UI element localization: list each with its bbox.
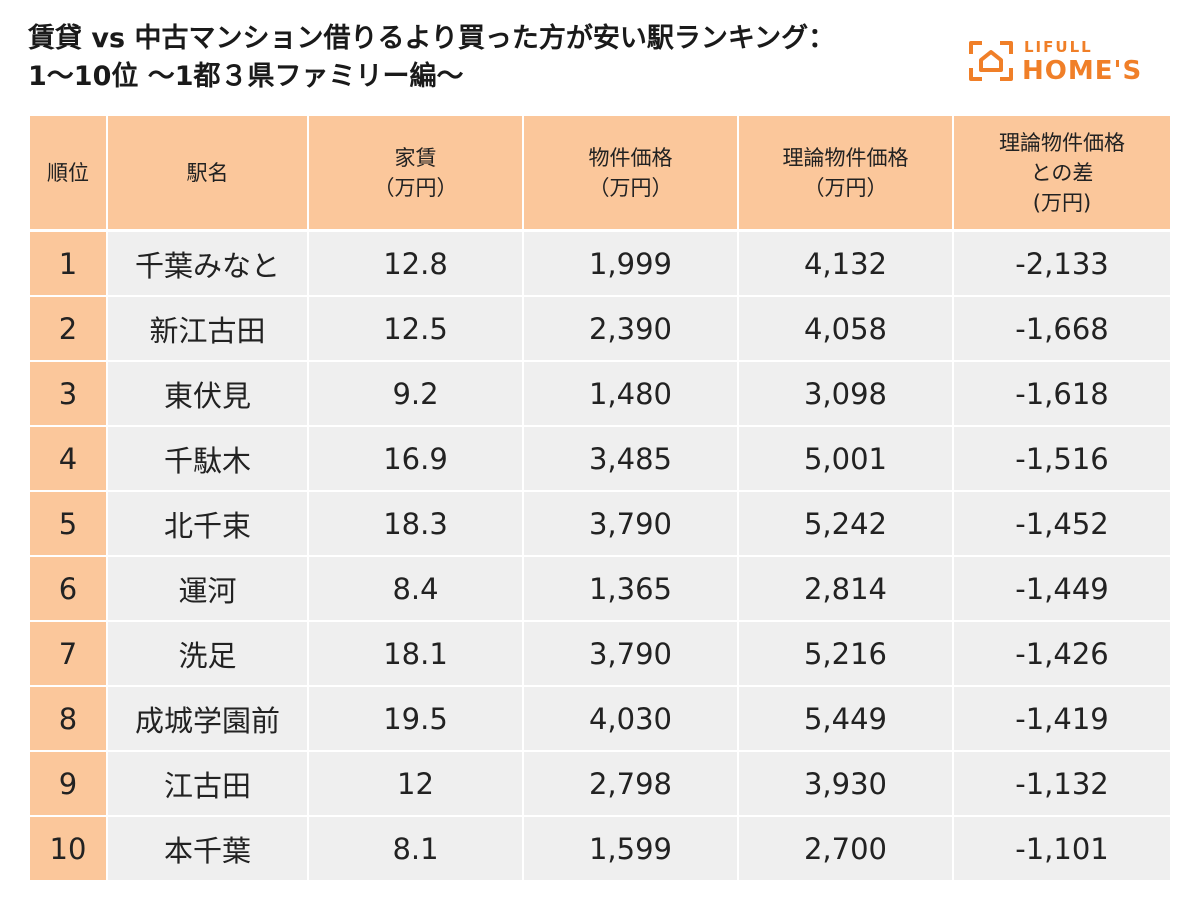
cell-rank: 7 — [30, 620, 108, 685]
cell-difference: -2,133 — [954, 229, 1170, 295]
cell-difference: -1,426 — [954, 620, 1170, 685]
cell-rank: 4 — [30, 425, 108, 490]
column-header-line: との差 — [1030, 160, 1094, 185]
column-header-theoretical-price: 理論物件価格 （万円） — [739, 116, 954, 229]
cell-theoretical-price: 4,132 — [739, 229, 954, 295]
cell-rank: 5 — [30, 490, 108, 555]
column-header-difference: 理論物件価格 との差 (万円) — [954, 116, 1170, 229]
cell-difference: -1,132 — [954, 750, 1170, 815]
cell-difference: -1,668 — [954, 295, 1170, 360]
column-header-line: （万円） — [803, 175, 888, 200]
cell-rent: 16.9 — [309, 425, 524, 490]
cell-price: 3,790 — [524, 620, 739, 685]
cell-rank: 6 — [30, 555, 108, 620]
table-row: 6 運河 8.4 1,365 2,814 -1,449 — [30, 555, 1170, 620]
table-row: 4 千駄木 16.9 3,485 5,001 -1,516 — [30, 425, 1170, 490]
cell-difference: -1,101 — [954, 815, 1170, 880]
column-header-line: 物件価格 — [588, 145, 673, 170]
column-header-line: （万円） — [588, 175, 673, 200]
table-row: 2 新江古田 12.5 2,390 4,058 -1,668 — [30, 295, 1170, 360]
column-header-line: 理論物件価格 — [782, 145, 909, 170]
cell-price: 1,365 — [524, 555, 739, 620]
column-header-line: 理論物件価格 — [999, 130, 1125, 155]
cell-difference: -1,452 — [954, 490, 1170, 555]
logo-text-bottom: HOME'S — [1022, 56, 1143, 86]
cell-theoretical-price: 2,814 — [739, 555, 954, 620]
cell-price: 4,030 — [524, 685, 739, 750]
title-line-2: 1～10位 ～1都３県ファミリー編～ — [28, 61, 464, 92]
table-row: 3 東伏見 9.2 1,480 3,098 -1,618 — [30, 360, 1170, 425]
cell-theoretical-price: 2,700 — [739, 815, 954, 880]
cell-rent: 12 — [309, 750, 524, 815]
cell-station: 千駄木 — [108, 425, 309, 490]
cell-rank: 2 — [30, 295, 108, 360]
cell-station: 江古田 — [108, 750, 309, 815]
column-header-line: 順位 — [47, 160, 89, 185]
cell-theoretical-price: 3,098 — [739, 360, 954, 425]
table-row: 8 成城学園前 19.5 4,030 5,449 -1,419 — [30, 685, 1170, 750]
cell-price: 3,485 — [524, 425, 739, 490]
cell-price: 2,798 — [524, 750, 739, 815]
chart-title: 賃貸 vs 中古マンション借りるより買った方が安い駅ランキング： 1～10位 ～… — [28, 20, 928, 96]
cell-rent: 18.3 — [309, 490, 524, 555]
house-icon — [969, 41, 1013, 81]
cell-difference: -1,449 — [954, 555, 1170, 620]
column-header-price: 物件価格 （万円） — [524, 116, 739, 229]
column-header-line: 駅名 — [186, 160, 229, 185]
cell-rent: 8.1 — [309, 815, 524, 880]
cell-theoretical-price: 5,242 — [739, 490, 954, 555]
cell-rent: 8.4 — [309, 555, 524, 620]
cell-difference: -1,419 — [954, 685, 1170, 750]
cell-rent: 19.5 — [309, 685, 524, 750]
cell-station: 運河 — [108, 555, 309, 620]
cell-rank: 9 — [30, 750, 108, 815]
table-body: 1 千葉みなと 12.8 1,999 4,132 -2,133 2 新江古田 12.5 2,390… — [30, 229, 1170, 880]
column-header-station: 駅名 — [108, 116, 309, 229]
cell-station: 千葉みなと — [108, 229, 309, 295]
cell-theoretical-price: 5,001 — [739, 425, 954, 490]
column-header-line: （万円） — [373, 175, 458, 200]
cell-theoretical-price: 4,058 — [739, 295, 954, 360]
cell-difference: -1,516 — [954, 425, 1170, 490]
column-header-line: (万円) — [1032, 190, 1092, 215]
cell-price: 1,480 — [524, 360, 739, 425]
column-header-rank: 順位 — [30, 116, 108, 229]
cell-rank: 1 — [30, 229, 108, 295]
cell-theoretical-price: 3,930 — [739, 750, 954, 815]
cell-rent: 18.1 — [309, 620, 524, 685]
column-header-line: 家賃 — [394, 145, 437, 170]
cell-rent: 12.8 — [309, 229, 524, 295]
table-row: 10 本千葉 8.1 1,599 2,700 -1,101 — [30, 815, 1170, 880]
cell-theoretical-price: 5,216 — [739, 620, 954, 685]
table-row: 5 北千束 18.3 3,790 5,242 -1,452 — [30, 490, 1170, 555]
cell-station: 東伏見 — [108, 360, 309, 425]
cell-station: 新江古田 — [108, 295, 309, 360]
cell-theoretical-price: 5,449 — [739, 685, 954, 750]
cell-station: 北千束 — [108, 490, 309, 555]
cell-station: 本千葉 — [108, 815, 309, 880]
cell-rank: 8 — [30, 685, 108, 750]
ranking-table: 順位 駅名 家賃 （万円） 物件価格 （万円） 理論物件価格 （万円） 理論物件価格 との差 (万円… — [30, 116, 1170, 880]
lifull-homes-logo: LIFULL HOME'S — [968, 38, 1168, 88]
cell-price: 1,999 — [524, 229, 739, 295]
cell-rent: 9.2 — [309, 360, 524, 425]
cell-rank: 3 — [30, 360, 108, 425]
table-row: 7 洗足 18.1 3,790 5,216 -1,426 — [30, 620, 1170, 685]
column-header-rent: 家賃 （万円） — [309, 116, 524, 229]
cell-price: 3,790 — [524, 490, 739, 555]
logo-text-top: LIFULL — [1024, 38, 1093, 56]
cell-rank: 10 — [30, 815, 108, 880]
cell-difference: -1,618 — [954, 360, 1170, 425]
cell-station: 成城学園前 — [108, 685, 309, 750]
cell-price: 1,599 — [524, 815, 739, 880]
cell-price: 2,390 — [524, 295, 739, 360]
title-line-1: 賃貸 vs 中古マンション借りるより買った方が安い駅ランキング： — [28, 23, 836, 54]
table-row: 9 江古田 12 2,798 3,930 -1,132 — [30, 750, 1170, 815]
cell-station: 洗足 — [108, 620, 309, 685]
table-header-row: 順位 駅名 家賃 （万円） 物件価格 （万円） 理論物件価格 （万円） 理論物件価格 との差 (万円… — [30, 116, 1170, 229]
cell-rent: 12.5 — [309, 295, 524, 360]
table-row: 1 千葉みなと 12.8 1,999 4,132 -2,133 — [30, 229, 1170, 295]
